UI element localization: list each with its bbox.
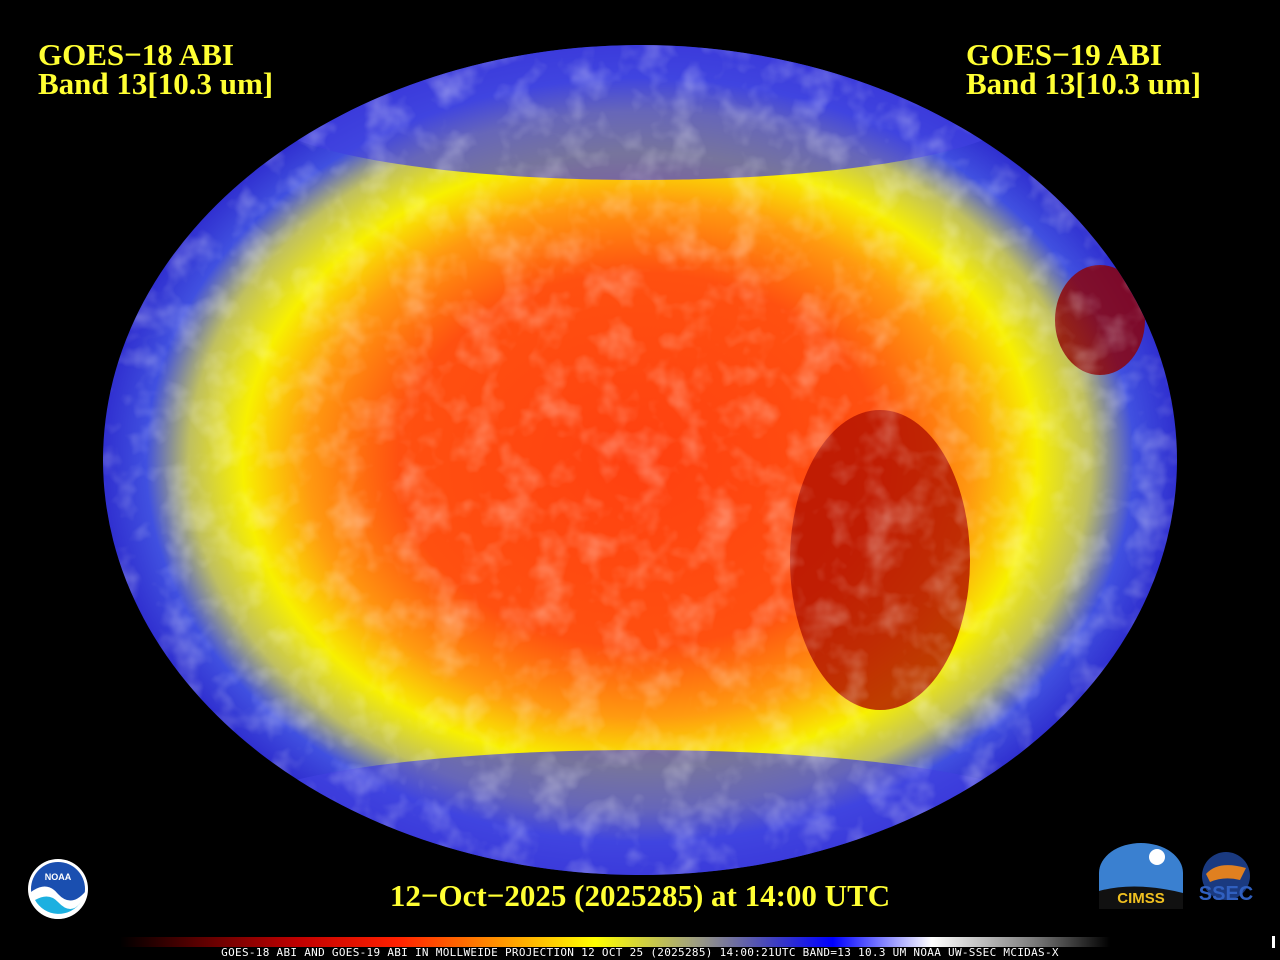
band-label: Band 13[10.3 um] xyxy=(38,66,274,101)
right-satellite-title: GOES−19 ABI Band 13[10.3 um] xyxy=(966,37,1202,101)
svg-text:SSEC: SSEC xyxy=(1199,883,1253,905)
caption-text: GOES-18 ABI AND GOES-19 ABI IN MOLLWEIDE… xyxy=(221,946,1059,959)
svg-text:CIMSS: CIMSS xyxy=(1117,890,1165,907)
satellite-name: GOES−19 ABI xyxy=(966,37,1162,72)
ssec-logo: SSEC xyxy=(1199,852,1253,905)
band-label: Band 13[10.3 um] xyxy=(966,66,1202,101)
noaa-logo: NOAA xyxy=(28,859,88,919)
cimss-logo: CIMSS xyxy=(1099,843,1183,909)
svg-text:NOAA: NOAA xyxy=(45,872,72,882)
date-label: 12−Oct−2025 (2025285) at 14:00 UTC xyxy=(389,878,891,913)
satellite-name: GOES−18 ABI xyxy=(38,37,234,72)
color-scale-bar xyxy=(120,937,1110,947)
left-satellite-title: GOES−18 ABI Band 13[10.3 um] xyxy=(38,37,274,101)
cursor-marker xyxy=(1272,936,1275,948)
